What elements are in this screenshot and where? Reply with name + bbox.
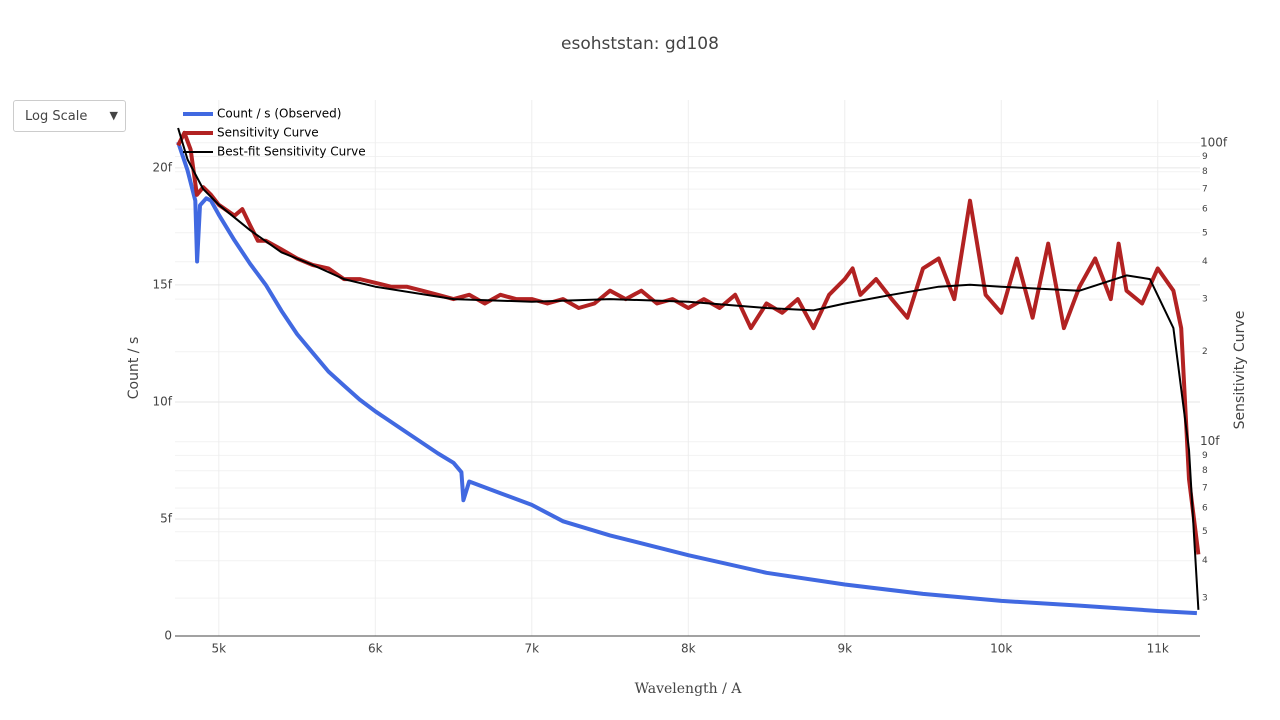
dropdown-label: Log Scale bbox=[25, 109, 88, 124]
x-tick-label: 9k bbox=[837, 642, 852, 656]
y2-tick-label: 7 bbox=[1202, 185, 1208, 195]
y2-tick-label: 3 bbox=[1202, 594, 1208, 604]
y2-tick-label: 5 bbox=[1202, 527, 1208, 537]
y-tick-label: 10f bbox=[153, 394, 173, 408]
x-tick-label: 5k bbox=[212, 642, 227, 656]
series-line bbox=[177, 127, 1200, 610]
y2-tick-label: 9 bbox=[1202, 451, 1208, 461]
y2-tick-label: 9 bbox=[1202, 152, 1208, 162]
y2-axis-title: Sensitivity Curve bbox=[1232, 311, 1248, 430]
y2-tick-label: 4 bbox=[1202, 556, 1208, 566]
legend-label: Sensitivity Curve bbox=[217, 126, 319, 140]
y2-tick-label: 10f bbox=[1200, 434, 1220, 448]
y-axis-title: Count / s bbox=[126, 337, 142, 400]
series-line bbox=[176, 130, 1201, 555]
y-tick-label: 20f bbox=[153, 160, 173, 174]
y2-tick-label: 8 bbox=[1202, 167, 1208, 177]
chart-title: esohststan: gd108 bbox=[561, 34, 719, 54]
series-line bbox=[176, 141, 1198, 616]
y2-tick-label: 3 bbox=[1202, 295, 1208, 305]
y-tick-label: 0 bbox=[164, 629, 172, 643]
y2-tick-label: 4 bbox=[1202, 257, 1208, 267]
legend-label: Count / s (Observed) bbox=[217, 107, 341, 121]
y2-tick-label: 100f bbox=[1200, 135, 1228, 149]
scale-dropdown[interactable]: Log Scale ▼ bbox=[13, 100, 126, 132]
y2-tick-label: 6 bbox=[1202, 205, 1208, 215]
y-tick-label: 5f bbox=[160, 511, 173, 525]
legend-label: Best-fit Sensitivity Curve bbox=[217, 145, 366, 159]
x-tick-label: 10k bbox=[990, 642, 1012, 656]
y2-tick-label: 7 bbox=[1202, 484, 1208, 494]
x-axis-title: Wavelength / A bbox=[635, 681, 743, 697]
x-tick-label: 8k bbox=[681, 642, 696, 656]
y2-tick-label: 8 bbox=[1202, 466, 1208, 476]
x-tick-label: 7k bbox=[524, 642, 539, 656]
y2-tick-label: 2 bbox=[1202, 347, 1208, 357]
y2-tick-label: 5 bbox=[1202, 228, 1208, 238]
dropdown-arrow: ▼ bbox=[109, 109, 118, 122]
y-tick-label: 15f bbox=[153, 277, 173, 291]
x-tick-label: 11k bbox=[1147, 642, 1169, 656]
x-tick-label: 6k bbox=[368, 642, 383, 656]
y2-tick-label: 6 bbox=[1202, 504, 1208, 514]
